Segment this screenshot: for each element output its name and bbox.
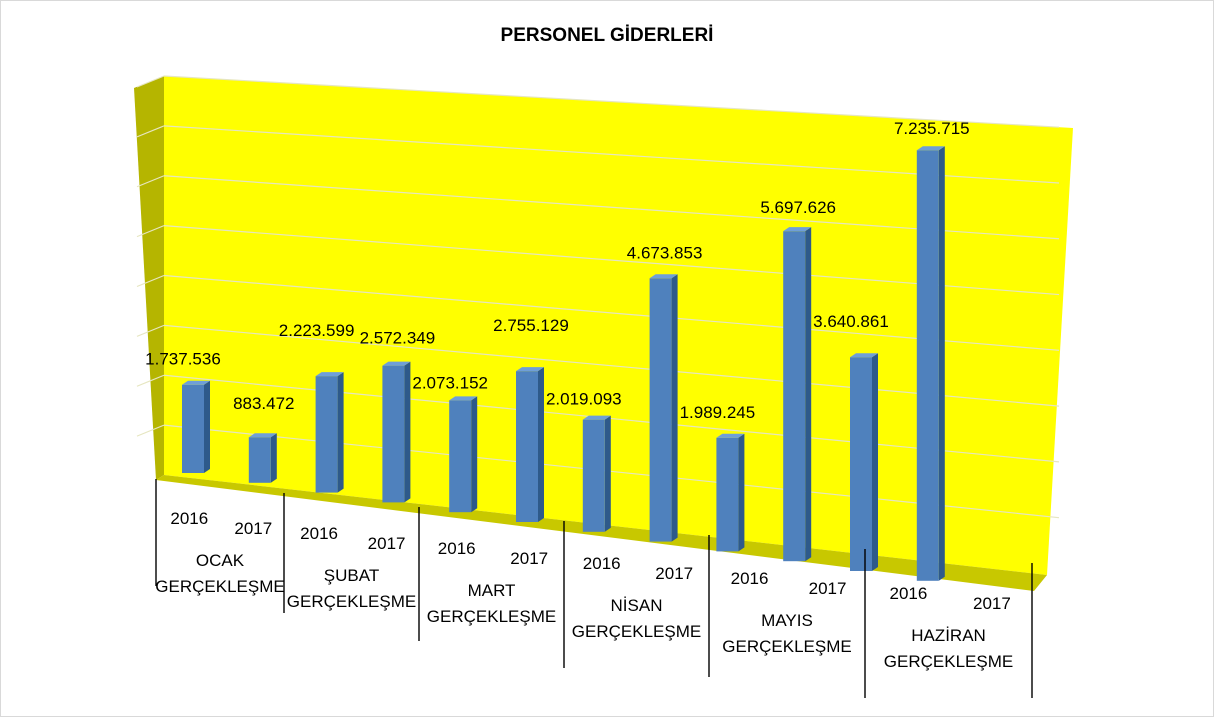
bar-side bbox=[938, 146, 945, 581]
side-wall bbox=[134, 76, 164, 480]
category-label: ŞUBAT bbox=[324, 566, 379, 585]
bar bbox=[716, 437, 739, 552]
bar-top bbox=[449, 396, 478, 401]
bar-top bbox=[315, 372, 344, 377]
bar bbox=[916, 150, 939, 581]
bar-top bbox=[716, 433, 745, 438]
data-label: 2.755.129 bbox=[493, 316, 569, 335]
gridline-side bbox=[136, 225, 165, 238]
year-label: 2017 bbox=[973, 594, 1011, 613]
data-label: 2.223.599 bbox=[279, 321, 355, 340]
gridlines bbox=[136, 75, 1060, 519]
year-label: 2017 bbox=[368, 534, 406, 553]
bar-top bbox=[783, 227, 812, 232]
chart-title: PERSONEL GİDERLERİ bbox=[501, 25, 714, 46]
bar bbox=[182, 384, 204, 473]
bar bbox=[248, 437, 271, 483]
gridline bbox=[163, 175, 1060, 240]
bar-top bbox=[182, 380, 210, 385]
bar bbox=[382, 365, 405, 503]
data-labels: 1.737.536 883.472 2.223.599 2.572.349 2.073.… bbox=[145, 119, 969, 422]
bar bbox=[516, 371, 538, 522]
year-label: 2017 bbox=[655, 564, 693, 583]
gridline-side bbox=[136, 175, 165, 188]
data-label: 883.472 bbox=[233, 394, 294, 413]
data-label: 2.073.152 bbox=[412, 373, 488, 392]
category-label: HAZİRAN bbox=[911, 626, 986, 645]
bar-top bbox=[516, 367, 544, 372]
category-label: GERÇEKLEŞME bbox=[884, 652, 1013, 671]
bar-side bbox=[204, 380, 210, 473]
gridline bbox=[163, 125, 1060, 184]
year-label: 2016 bbox=[583, 554, 621, 573]
gridline bbox=[163, 424, 1060, 519]
bar-side bbox=[270, 433, 277, 483]
data-label: 1.989.245 bbox=[680, 403, 756, 422]
bar-side bbox=[471, 396, 478, 513]
category-label: GERÇEKLEŞME bbox=[155, 577, 284, 596]
data-label: 7.235.715 bbox=[894, 119, 970, 138]
data-label: 3.640.861 bbox=[813, 312, 889, 331]
bar bbox=[649, 278, 672, 542]
category-label: NİSAN bbox=[611, 596, 663, 615]
gridline bbox=[163, 274, 1060, 351]
floor bbox=[156, 475, 1047, 591]
category-label: MART bbox=[468, 581, 516, 600]
bar-side bbox=[404, 361, 411, 503]
bar-side bbox=[872, 353, 878, 571]
bar bbox=[449, 400, 472, 513]
year-label: 2017 bbox=[510, 549, 548, 568]
data-label: 5.697.626 bbox=[760, 198, 836, 217]
bar bbox=[315, 376, 338, 493]
bar bbox=[783, 231, 806, 562]
category-label: GERÇEKLEŞME bbox=[287, 592, 416, 611]
bar-top bbox=[649, 274, 678, 279]
year-label: 2016 bbox=[731, 569, 769, 588]
year-label: 2017 bbox=[234, 519, 272, 538]
bar-side bbox=[738, 433, 745, 552]
bar-side bbox=[337, 372, 344, 493]
x-axis: 2016 2017 OCAK GERÇEKLEŞME 2016 2017 ŞUBAT GERÇ… bbox=[155, 479, 1033, 698]
year-label: 2016 bbox=[890, 584, 928, 603]
bar-top bbox=[916, 146, 945, 151]
year-label: 2016 bbox=[170, 509, 208, 528]
gridline-side bbox=[136, 75, 165, 88]
data-label: 2.019.093 bbox=[546, 390, 622, 409]
data-label: 2.572.349 bbox=[360, 329, 436, 348]
bar-side bbox=[538, 367, 544, 522]
data-label: 1.737.536 bbox=[145, 350, 221, 369]
gridline bbox=[163, 324, 1060, 407]
bar bbox=[850, 357, 872, 571]
bar-side bbox=[805, 227, 812, 562]
bar-side bbox=[604, 415, 611, 532]
category-label: GERÇEKLEŞME bbox=[572, 622, 701, 641]
bar-side bbox=[671, 274, 678, 542]
gridline bbox=[163, 225, 1060, 296]
category-label: GERÇEKLEŞME bbox=[427, 607, 556, 626]
category-label: MAYIS bbox=[761, 611, 813, 630]
bar bbox=[582, 419, 605, 532]
category-label: OCAK bbox=[196, 551, 245, 570]
bar-top bbox=[582, 415, 611, 420]
gridline bbox=[163, 75, 1060, 128]
gridline bbox=[163, 374, 1060, 463]
data-label: 4.673.853 bbox=[627, 243, 703, 262]
bar-top bbox=[850, 353, 878, 358]
bar-top bbox=[382, 361, 411, 366]
category-label: GERÇEKLEŞME bbox=[722, 637, 851, 656]
gridline-side bbox=[136, 125, 165, 138]
gridline-side bbox=[136, 324, 165, 337]
bars bbox=[182, 146, 945, 581]
gridline-side bbox=[136, 274, 165, 288]
bar-top bbox=[248, 433, 277, 438]
year-label: 2017 bbox=[809, 579, 847, 598]
gridline-side bbox=[136, 374, 165, 387]
year-label: 2016 bbox=[300, 524, 338, 543]
gridline-side bbox=[136, 424, 165, 437]
year-label: 2016 bbox=[438, 539, 476, 558]
